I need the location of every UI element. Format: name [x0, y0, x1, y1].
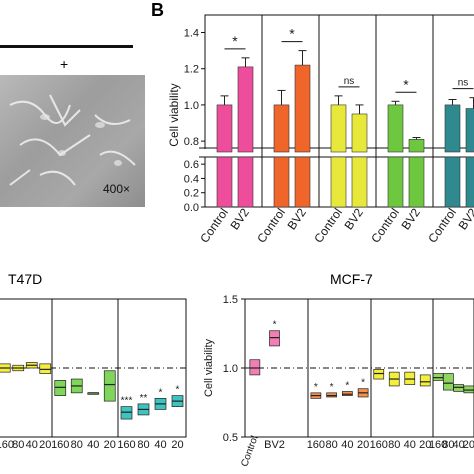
box [54, 380, 67, 396]
panel-a-rule [0, 45, 133, 48]
significance-label: ** [140, 393, 148, 404]
significance-label: * [176, 385, 180, 396]
mcf7-ylabel: Cell viability [203, 338, 215, 397]
panel-b-ylabel: Cell viability [167, 83, 181, 146]
box [326, 392, 337, 398]
x-tick-label: 160 [370, 439, 388, 451]
panel-a-condition: + [60, 56, 69, 72]
y-tick-label: 1.4 [184, 27, 199, 39]
y-tick-label: 0.4 [184, 173, 199, 185]
x-tick-label: 20 [39, 439, 51, 451]
bar-lower [330, 156, 347, 208]
box-panel-frame [244, 298, 474, 438]
x-tick-label: 160 [117, 439, 135, 451]
x-tick-label: 20 [463, 439, 474, 451]
bar-lower [387, 156, 404, 208]
microscopy-image [0, 75, 145, 207]
box [373, 369, 385, 380]
cell-shapes [9, 94, 136, 186]
t47d-title: T47D [8, 271, 43, 287]
significance-label: * [403, 76, 409, 92]
box [103, 370, 116, 402]
axis-break-gap [199, 149, 474, 157]
y-tick-label: 0.8 [184, 136, 199, 148]
box [432, 373, 444, 381]
significance-label: ns [458, 78, 469, 89]
x-tick-label: 80 [137, 439, 149, 451]
box [463, 385, 474, 394]
x-tick-label: 40 [154, 439, 166, 451]
significance-label: * [330, 382, 334, 393]
y-tick-label: 1.2 [184, 64, 199, 76]
box [39, 363, 52, 374]
bar-lower [444, 156, 461, 208]
box [120, 406, 133, 420]
x-category-label: Control [239, 434, 260, 468]
x-tick-label: 40 [87, 439, 99, 451]
y-tick-label: 0.6 [184, 159, 199, 171]
significance-label: * [361, 378, 365, 389]
x-tick-label: 80 [442, 439, 454, 451]
x-tick-label: 160 [429, 439, 447, 451]
box [404, 371, 416, 385]
x-tick-label: 20 [104, 439, 116, 451]
x-tick-label: 80 [388, 439, 400, 451]
bar-lower [408, 156, 425, 208]
y-tick-label: 1.0 [184, 100, 199, 112]
significance-label: * [159, 387, 163, 398]
box [342, 391, 353, 396]
significance-label: * [345, 380, 349, 391]
x-tick-label: 40 [26, 439, 38, 451]
box [453, 384, 464, 392]
y-tick-label: 0.5 [223, 432, 238, 444]
significance-label: ns [344, 76, 355, 87]
bar-lower [237, 156, 254, 208]
x-tick-label: 160 [0, 439, 14, 451]
x-tick-label: 80 [12, 439, 24, 451]
x-tick-label: 40 [404, 439, 416, 451]
significance-label: *** [121, 396, 133, 407]
bar-lower [351, 156, 368, 208]
bar-lower [294, 156, 311, 208]
y-tick-label: 0.2 [184, 188, 199, 200]
y-tick-label: 1.5 [223, 294, 238, 306]
significance-label: * [273, 320, 277, 331]
box [443, 373, 454, 391]
panel-b-label: B [151, 0, 164, 20]
bar-lower [216, 156, 233, 208]
box [419, 374, 431, 387]
x-tick-label: 80 [326, 439, 338, 451]
y-tick-label: 1.0 [223, 363, 238, 375]
x-tick-label: 20 [171, 439, 183, 451]
mcf7-title: MCF-7 [330, 271, 373, 287]
x-tick-label: 160 [307, 439, 325, 451]
x-tick-label: 160 [51, 439, 69, 451]
x-tick-label: 20 [419, 439, 431, 451]
significance-label: * [232, 33, 238, 49]
bar-lower [273, 156, 290, 208]
magnification-label: 400× [103, 182, 131, 196]
x-tick-label: 40 [341, 439, 353, 451]
box [269, 330, 280, 347]
x-tick-label: 20 [357, 439, 369, 451]
significance-label: * [289, 26, 295, 42]
y-tick-label: 0.0 [184, 202, 199, 214]
box-panel-frame [0, 298, 187, 438]
significance-label: * [314, 382, 318, 393]
x-tick-label: 80 [71, 439, 83, 451]
box [249, 359, 261, 376]
x-tick-label: 40 [453, 439, 465, 451]
x-tick-label: BV2 [264, 439, 285, 451]
